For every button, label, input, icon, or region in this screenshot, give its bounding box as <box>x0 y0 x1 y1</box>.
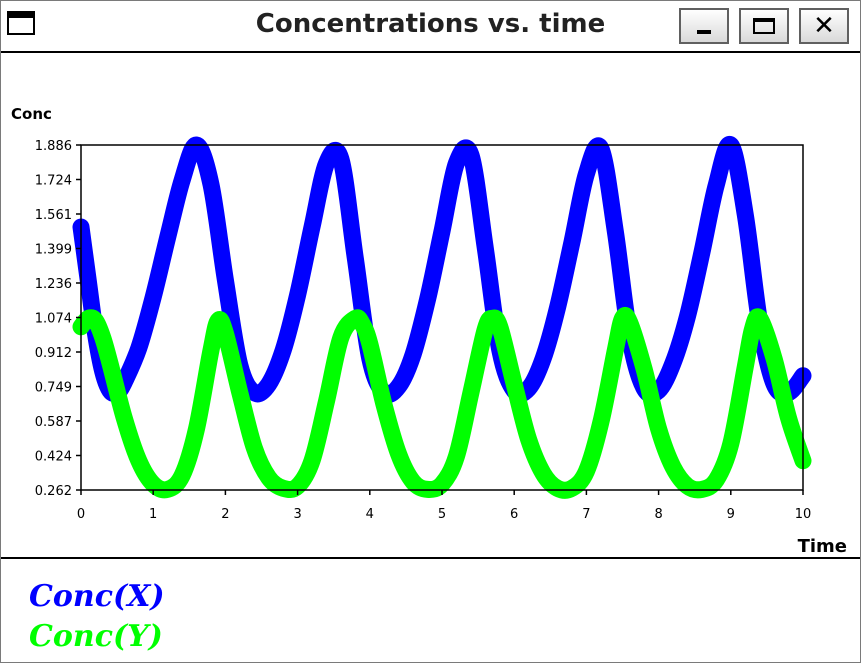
x-tick-label: 8 <box>654 507 662 522</box>
window-menu-icon[interactable] <box>7 11 35 35</box>
legend: Conc(X) Conc(Y) <box>29 577 165 657</box>
x-tick-label: 10 <box>795 507 812 522</box>
series-layer <box>72 136 812 499</box>
x-tick-label: 9 <box>727 507 735 522</box>
concentration-chart: Conc Time 0.262 0.424 0.587 0.749 0.912 1.074… <box>11 105 847 557</box>
x-tick-label: 7 <box>582 507 590 522</box>
window-title: Concentrations vs. time <box>255 9 606 39</box>
maximize-icon <box>753 18 775 34</box>
x-tick-label: 0 <box>77 507 85 522</box>
x-tick-label: 6 <box>510 507 518 522</box>
y-tick-label: 1.724 <box>35 174 72 189</box>
y-tick-label: 1.074 <box>35 312 72 327</box>
legend-item-conc-y: Conc(Y) <box>29 619 163 654</box>
x-tick-label: 3 <box>293 507 301 522</box>
close-icon: ✕ <box>813 11 835 41</box>
plot-area: Conc Time 0.262 0.424 0.587 0.749 0.912 1.074… <box>1 53 860 558</box>
series-line-conc-x <box>72 136 812 404</box>
legend-item-conc-x: Conc(X) <box>29 579 165 614</box>
y-tick-label: 0.749 <box>35 381 72 396</box>
y-tick-label: 1.236 <box>35 277 72 292</box>
x-axis-label: Time <box>798 536 847 557</box>
minimize-icon <box>697 30 711 34</box>
title-bar[interactable]: Concentrations vs. time ✕ <box>1 1 860 53</box>
y-tick-label: 1.886 <box>35 139 72 154</box>
x-tick-label: 2 <box>221 507 229 522</box>
legend-divider <box>1 557 860 559</box>
x-tick-label: 4 <box>366 507 374 522</box>
y-tick-label: 1.399 <box>35 243 72 258</box>
y-tick-label: 1.561 <box>35 208 72 223</box>
x-tick-label: 5 <box>438 507 446 522</box>
y-tick-label: 0.262 <box>35 484 72 499</box>
y-tick-label: 0.424 <box>35 450 72 465</box>
maximize-button[interactable] <box>739 8 789 44</box>
y-tick-label: 0.912 <box>35 346 72 361</box>
x-tick-label: 1 <box>149 507 157 522</box>
close-button[interactable]: ✕ <box>799 8 849 44</box>
ticks-layer: 0.262 0.424 0.587 0.749 0.912 1.074 1.236 1.399… <box>35 139 811 522</box>
minimize-button[interactable] <box>679 8 729 44</box>
y-axis-label: Conc <box>11 105 52 123</box>
y-tick-label: 0.587 <box>35 415 72 430</box>
series-line-conc-y <box>72 306 812 499</box>
